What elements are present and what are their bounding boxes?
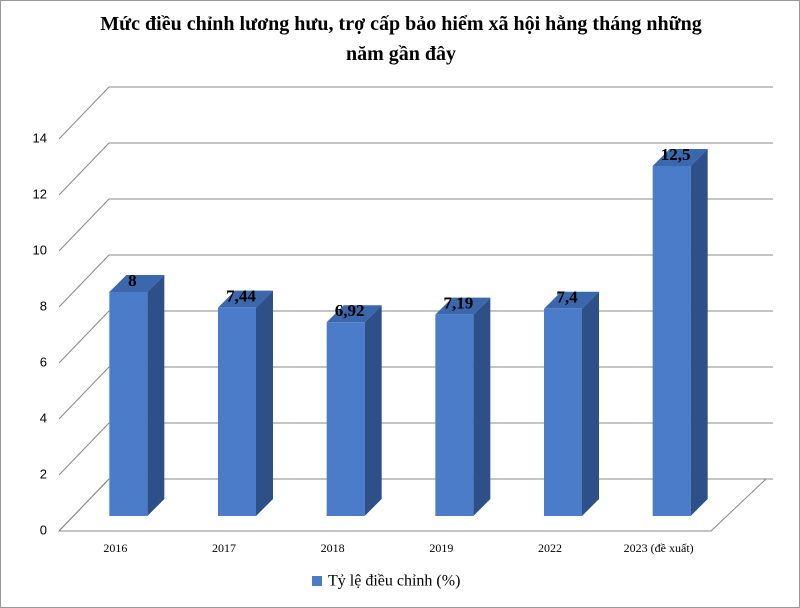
bar-side bbox=[473, 297, 491, 516]
bar-side bbox=[147, 275, 165, 516]
grid-line bbox=[58, 310, 110, 364]
x-tick-label: 2022 bbox=[538, 541, 562, 555]
legend-swatch bbox=[312, 576, 322, 586]
value-label: 7,44 bbox=[226, 287, 256, 306]
grid-line bbox=[58, 86, 110, 140]
bar-top bbox=[435, 297, 491, 315]
bar bbox=[652, 166, 691, 516]
y-tick-label: 10 bbox=[33, 242, 47, 257]
y-tick-label: 14 bbox=[33, 130, 47, 145]
value-label: 12,5 bbox=[661, 145, 691, 164]
y-tick-label: 12 bbox=[33, 186, 47, 201]
bar bbox=[109, 292, 148, 516]
bar bbox=[544, 308, 582, 516]
bar-side bbox=[690, 149, 708, 516]
value-label: 6,92 bbox=[335, 301, 365, 320]
value-label: 7,4 bbox=[556, 288, 578, 307]
grid-line bbox=[58, 142, 110, 196]
y-tick-label: 0 bbox=[40, 522, 47, 537]
y-tick-label: 2 bbox=[40, 466, 47, 481]
y-tick-label: 4 bbox=[40, 410, 47, 425]
grid-line bbox=[58, 198, 110, 252]
legend-label: Tỷ lệ điều chỉnh (%) bbox=[328, 573, 460, 590]
y-tick-label: 6 bbox=[40, 354, 47, 369]
bar-side bbox=[582, 291, 599, 516]
bar-top bbox=[109, 275, 165, 292]
x-tick-label: 2017 bbox=[212, 541, 236, 555]
bar-side bbox=[256, 290, 273, 516]
grid-line bbox=[58, 366, 110, 420]
bar-side bbox=[364, 305, 382, 516]
bar-top bbox=[544, 291, 599, 309]
x-tick-label: 2018 bbox=[321, 541, 345, 555]
value-label: 8 bbox=[128, 271, 137, 290]
grid-line bbox=[58, 478, 110, 532]
value-label: 7,19 bbox=[443, 294, 473, 313]
x-tick-label: 2019 bbox=[429, 541, 453, 555]
grid-line bbox=[58, 422, 110, 476]
x-tick-label: 2023 (đề xuất) bbox=[624, 541, 694, 555]
bar-top bbox=[218, 290, 273, 308]
bar-top bbox=[652, 149, 708, 166]
bar bbox=[326, 322, 365, 516]
bar-top bbox=[326, 305, 382, 323]
x-tick-label: 2016 bbox=[103, 541, 127, 555]
grid-line bbox=[58, 254, 110, 308]
chart-title: Mức điều chỉnh lương hưu, trợ cấp bảo hi… bbox=[100, 13, 702, 65]
bar bbox=[435, 314, 474, 516]
bar bbox=[218, 307, 256, 516]
y-tick-label: 8 bbox=[40, 298, 47, 313]
